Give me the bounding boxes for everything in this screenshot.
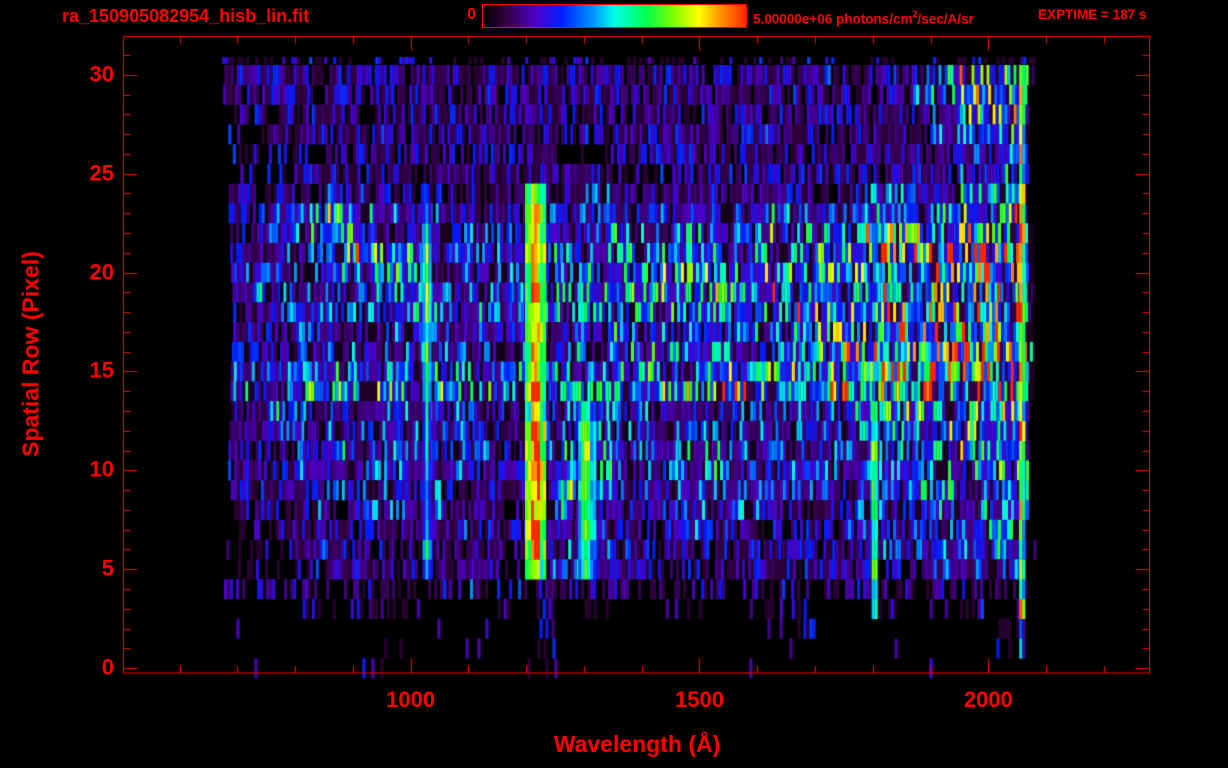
colorbar bbox=[482, 4, 747, 28]
y-tick-label: 0 bbox=[101, 654, 114, 680]
colorbar-min-label: 0 bbox=[467, 6, 476, 23]
colorbar-max-label-superscript: 2 bbox=[912, 9, 918, 19]
colorbar-max-label-suffix: /sec/A/sr bbox=[917, 11, 974, 27]
y-tick-label: 25 bbox=[89, 160, 114, 186]
x-tick-label: 1000 bbox=[386, 687, 436, 712]
filename-title: ra_150905082954_hisb_lin.fit bbox=[62, 6, 310, 26]
exptime-label: EXPTIME = 187 s bbox=[1038, 7, 1147, 22]
colorbar-max-label-prefix: 5.00000e+06 photons/cm bbox=[753, 11, 913, 27]
x-axis-title: Wavelength (Å) bbox=[553, 731, 721, 757]
y-tick-label: 5 bbox=[101, 555, 114, 581]
y-tick-label: 10 bbox=[89, 456, 114, 482]
colorbar-max-label: 5.00000e+06 photons/cm2/sec/A/sr bbox=[753, 4, 974, 31]
y-tick-label: 30 bbox=[89, 61, 114, 87]
x-tick-label: 1500 bbox=[674, 687, 724, 712]
y-tick-label: 20 bbox=[89, 259, 114, 285]
x-tick-label: 2000 bbox=[963, 687, 1013, 712]
y-tick-label: 15 bbox=[89, 357, 114, 383]
